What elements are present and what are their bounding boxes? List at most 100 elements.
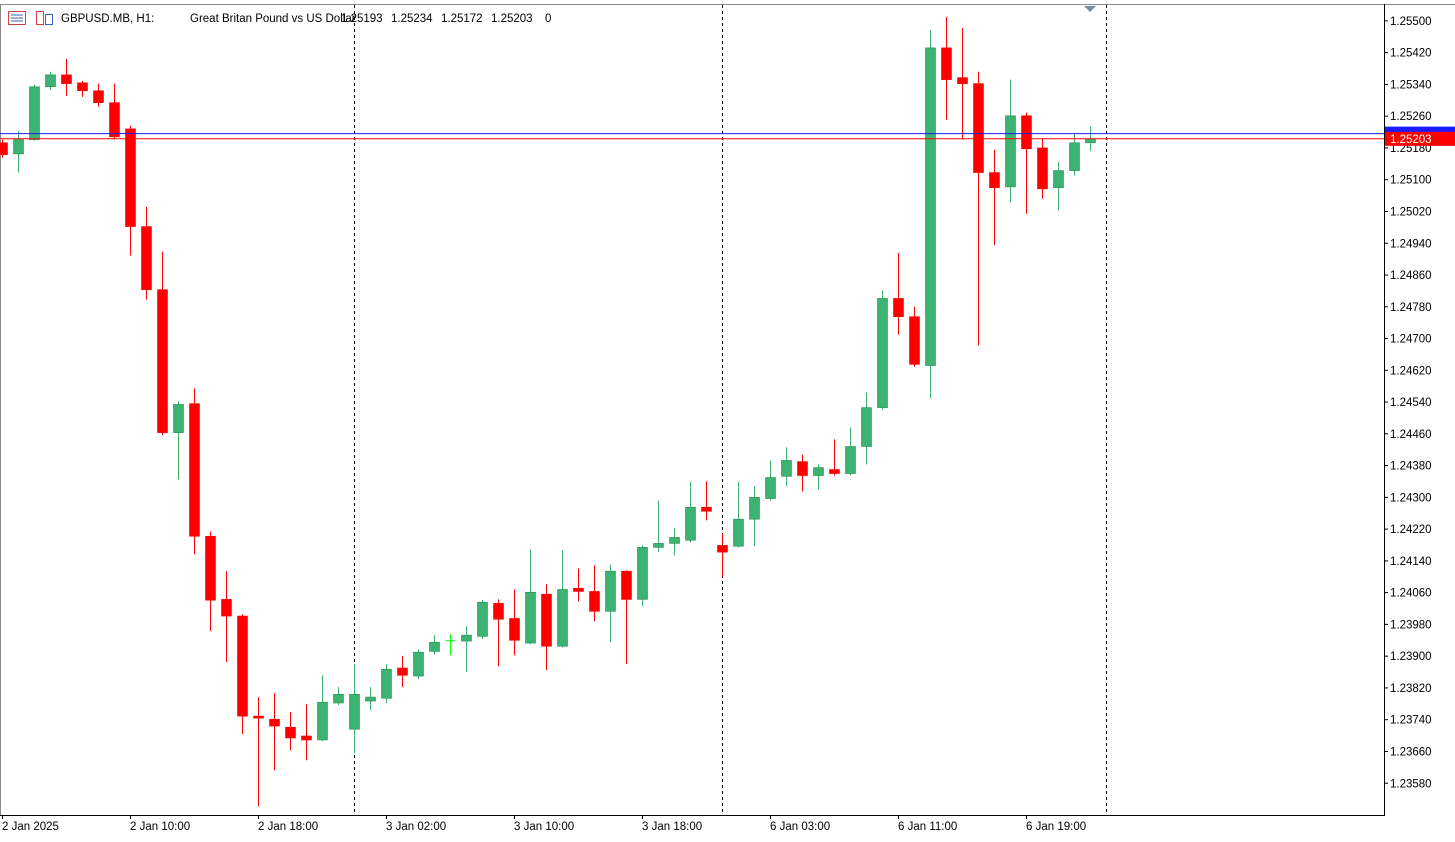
bid-tag-label: 1.25203 (1390, 134, 1432, 146)
candle-body (589, 591, 600, 612)
y-tick-label: 1.25260 (1390, 111, 1432, 123)
candle-body (365, 696, 376, 702)
candle-body (1021, 115, 1032, 150)
candle-body (429, 641, 440, 652)
candle-body (301, 735, 312, 741)
symbol-description: Great Britan Pound vs US Dollar (190, 13, 356, 25)
y-tick-label: 1.24780 (1390, 302, 1432, 314)
candle-body (781, 460, 792, 477)
candle-body (973, 83, 984, 173)
candle-body (477, 601, 488, 637)
candle-body (877, 298, 888, 408)
candle-body (349, 693, 360, 730)
symbol-title: GBPUSD.MB, H1: (61, 13, 154, 25)
candle-body (397, 667, 408, 676)
candle-body (253, 715, 264, 719)
candle-body (141, 226, 152, 290)
x-tick-label: 2 Jan 2025 (2, 821, 59, 833)
y-tick-label: 1.25020 (1390, 207, 1432, 219)
y-tick-label: 1.24380 (1390, 461, 1432, 473)
toolbar-icon[interactable] (8, 11, 26, 25)
candle-body (317, 701, 328, 741)
candle-body (749, 497, 760, 520)
candle-body (237, 615, 248, 717)
y-tick-label: 1.25340 (1390, 79, 1432, 91)
x-tick-label: 2 Jan 18:00 (258, 821, 318, 833)
candle-body (733, 518, 744, 547)
y-tick-label: 1.23660 (1390, 747, 1432, 759)
candle-body (685, 506, 696, 541)
candle-body (333, 693, 344, 704)
y-tick-label: 1.25420 (1390, 48, 1432, 60)
candle-body (45, 74, 56, 88)
candle-body (1053, 170, 1064, 188)
candle-body (189, 403, 200, 537)
candle-body (493, 603, 504, 620)
y-tick-label: 1.24860 (1390, 270, 1432, 282)
spread: 0 (545, 13, 551, 25)
candle-body (1005, 115, 1016, 188)
ohlc-high: 1.25234 (391, 13, 433, 25)
candle-body (285, 726, 296, 739)
y-tick-label: 1.24060 (1390, 588, 1432, 600)
x-tick-label: 2 Jan 10:00 (130, 821, 190, 833)
candle-body (909, 316, 920, 365)
y-tick-label: 1.24300 (1390, 492, 1432, 504)
candle-body (13, 139, 24, 155)
candle-body (557, 589, 568, 647)
x-tick-label: 6 Jan 11:00 (898, 821, 957, 833)
candle-body (621, 570, 632, 600)
candle-body (413, 651, 424, 677)
candle-body (541, 593, 552, 647)
candle-body (765, 477, 776, 499)
candle-body (845, 446, 856, 474)
y-tick-label: 1.25180 (1390, 143, 1432, 155)
x-tick-label: 6 Jan 03:00 (770, 821, 830, 833)
candle-body (813, 467, 824, 476)
candle-body (573, 587, 584, 592)
y-tick-label: 1.23820 (1390, 683, 1432, 695)
candle-body (269, 719, 280, 727)
x-tick-label: 6 Jan 19:00 (1026, 821, 1086, 833)
candle-body (29, 86, 40, 140)
candle-body (925, 47, 936, 366)
candle-body (77, 82, 88, 92)
x-tick-label: 3 Jan 10:00 (514, 821, 574, 833)
x-tick-label: 3 Jan 18:00 (642, 821, 702, 833)
y-tick-label: 1.24460 (1390, 429, 1432, 441)
candle-body (1069, 142, 1080, 171)
shift-marker[interactable] (1084, 6, 1096, 12)
y-tick-label: 1.23740 (1390, 715, 1432, 727)
candle-body (1085, 138, 1096, 144)
candle-body (797, 461, 808, 476)
y-tick-label: 1.24620 (1390, 365, 1432, 377)
candle-body (605, 570, 616, 612)
candle-body (381, 668, 392, 699)
y-tick-label: 1.24940 (1390, 238, 1432, 250)
candle-body (205, 535, 216, 601)
candle-body (221, 599, 232, 617)
ohlc-low: 1.25172 (441, 13, 483, 25)
candle-body (0, 142, 8, 155)
candle-body (509, 618, 520, 641)
y-tick-label: 1.23980 (1390, 619, 1432, 631)
candle-body (989, 172, 1000, 188)
candle-body (717, 545, 728, 553)
candle-body (893, 298, 904, 317)
toolbar-icon[interactable] (36, 11, 53, 25)
y-tick-label: 1.24220 (1390, 524, 1432, 536)
y-tick-label: 1.25100 (1390, 175, 1432, 187)
candle-body (109, 102, 120, 138)
candle-body (941, 47, 952, 80)
ohlc-open: 1.25193 (341, 13, 383, 25)
candle-body (525, 591, 536, 644)
y-tick-label: 1.23580 (1390, 778, 1432, 790)
candle-body (1037, 147, 1048, 190)
x-tick-label: 3 Jan 02:00 (386, 821, 446, 833)
candle-body (829, 469, 840, 474)
candle-body (653, 543, 664, 548)
candle-body (957, 77, 968, 84)
candle-body (61, 74, 72, 84)
